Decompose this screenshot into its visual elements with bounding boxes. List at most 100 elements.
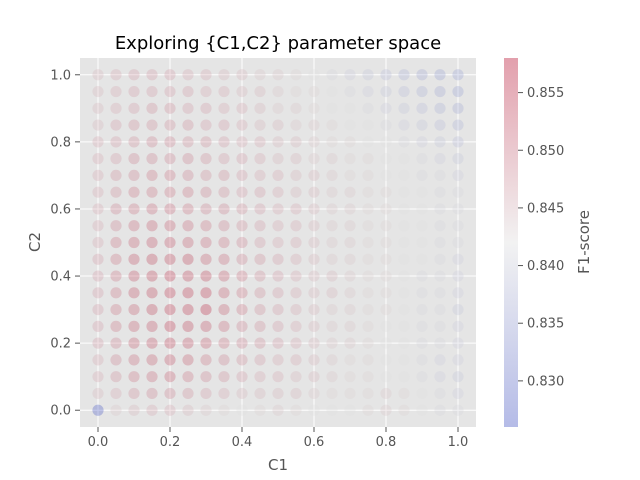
data-point bbox=[200, 236, 212, 249]
data-point bbox=[452, 236, 464, 249]
data-point bbox=[110, 387, 122, 400]
data-point bbox=[200, 153, 212, 165]
data-point bbox=[110, 69, 122, 81]
data-point bbox=[326, 153, 338, 165]
colorbar-label: F1-score bbox=[575, 210, 593, 274]
data-point bbox=[452, 102, 464, 114]
data-point bbox=[380, 136, 392, 148]
data-point bbox=[182, 287, 194, 299]
data-point bbox=[452, 85, 464, 98]
data-point bbox=[92, 220, 104, 232]
data-point bbox=[290, 186, 302, 198]
data-point bbox=[254, 354, 266, 366]
data-point bbox=[164, 136, 176, 148]
data-point bbox=[452, 169, 464, 182]
data-point bbox=[182, 85, 194, 98]
data-point bbox=[218, 220, 230, 232]
data-point bbox=[380, 354, 392, 366]
data-point bbox=[416, 119, 428, 131]
data-point bbox=[398, 303, 410, 316]
grid-lines bbox=[80, 58, 476, 427]
data-point bbox=[272, 253, 284, 265]
x-tick-label: 1.0 bbox=[448, 435, 469, 450]
data-point bbox=[308, 337, 320, 349]
data-point bbox=[308, 102, 320, 114]
y-tick-label: 1.0 bbox=[50, 68, 71, 83]
data-point bbox=[380, 85, 392, 98]
data-point bbox=[182, 220, 194, 232]
colorbar bbox=[504, 58, 518, 427]
data-point bbox=[380, 387, 392, 400]
x-axis-ticks: 0.0 0.2 0.4 0.6 0.8 1.0 bbox=[88, 427, 469, 450]
data-point bbox=[452, 354, 464, 366]
data-point bbox=[236, 270, 248, 282]
data-point bbox=[254, 119, 266, 131]
data-point bbox=[110, 253, 122, 265]
data-point bbox=[128, 287, 140, 299]
data-point bbox=[380, 186, 392, 198]
data-point bbox=[452, 404, 464, 416]
data-point bbox=[272, 354, 284, 366]
data-point bbox=[362, 337, 374, 349]
data-point bbox=[236, 153, 248, 165]
data-point bbox=[236, 136, 248, 148]
data-point bbox=[344, 287, 356, 299]
data-point bbox=[434, 186, 446, 198]
data-point bbox=[272, 169, 284, 182]
data-point bbox=[308, 354, 320, 366]
data-point bbox=[290, 387, 302, 400]
data-point bbox=[380, 69, 392, 81]
data-point bbox=[200, 102, 212, 114]
data-point bbox=[254, 85, 266, 98]
data-point bbox=[344, 169, 356, 182]
data-point bbox=[416, 270, 428, 282]
data-point bbox=[110, 203, 122, 215]
data-point bbox=[452, 69, 464, 81]
data-point bbox=[326, 69, 338, 81]
data-point bbox=[434, 303, 446, 316]
data-point bbox=[344, 371, 356, 383]
data-point bbox=[182, 153, 194, 165]
data-point bbox=[452, 186, 464, 198]
data-point bbox=[326, 220, 338, 232]
data-point bbox=[398, 153, 410, 165]
data-point bbox=[290, 320, 302, 332]
data-point bbox=[146, 136, 158, 148]
data-point bbox=[128, 320, 140, 332]
data-point bbox=[272, 153, 284, 165]
data-point bbox=[236, 320, 248, 332]
data-point bbox=[200, 203, 212, 215]
data-point bbox=[380, 371, 392, 383]
data-point bbox=[452, 320, 464, 332]
data-point bbox=[164, 404, 176, 416]
data-point bbox=[200, 270, 212, 282]
data-point bbox=[164, 153, 176, 165]
data-point bbox=[182, 404, 194, 416]
data-point bbox=[218, 236, 230, 249]
data-point bbox=[380, 287, 392, 299]
data-point bbox=[92, 354, 104, 366]
data-point bbox=[146, 404, 158, 416]
data-point bbox=[434, 404, 446, 416]
data-point bbox=[344, 270, 356, 282]
data-point bbox=[200, 303, 212, 316]
data-point bbox=[128, 354, 140, 366]
data-point bbox=[362, 371, 374, 383]
y-axis-ticks: 0.0 0.2 0.4 0.6 0.8 1.0 bbox=[50, 68, 80, 419]
data-point bbox=[200, 387, 212, 400]
data-point bbox=[146, 203, 158, 215]
data-point bbox=[290, 153, 302, 165]
data-point bbox=[128, 270, 140, 282]
data-point bbox=[344, 85, 356, 98]
data-point bbox=[326, 404, 338, 416]
data-point bbox=[416, 69, 428, 81]
data-point bbox=[218, 69, 230, 81]
data-point bbox=[272, 287, 284, 299]
data-point bbox=[200, 136, 212, 148]
data-point bbox=[344, 354, 356, 366]
data-point bbox=[128, 203, 140, 215]
data-point bbox=[128, 371, 140, 383]
data-point bbox=[380, 404, 392, 416]
data-point bbox=[416, 169, 428, 182]
